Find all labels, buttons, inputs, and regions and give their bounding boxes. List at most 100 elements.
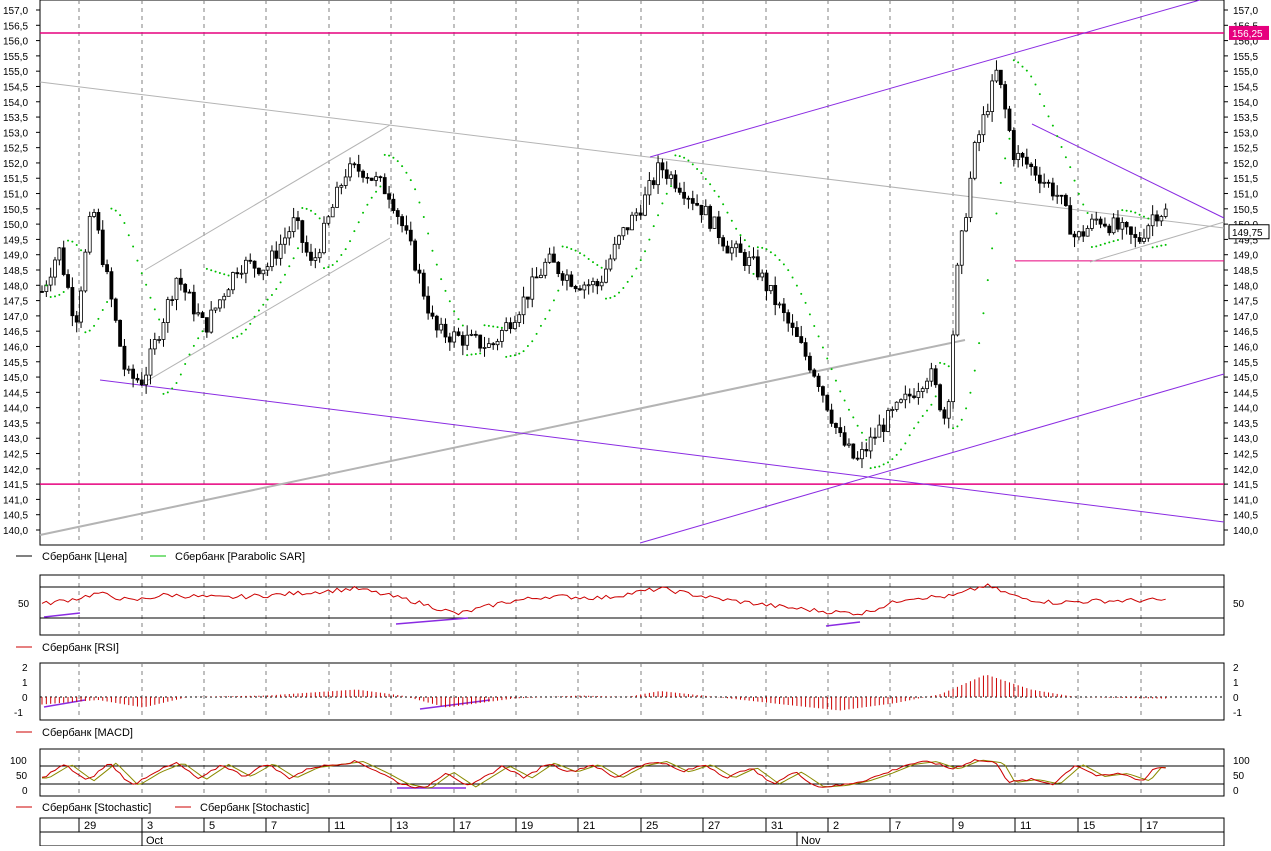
candle-body (634, 212, 639, 216)
candle-body (430, 312, 435, 317)
price-tick-label-right: 152,0 (1233, 159, 1258, 170)
candle-body (144, 374, 149, 386)
candle-body (296, 217, 300, 222)
sar-dot (84, 331, 87, 334)
candle-body (565, 274, 569, 281)
candle-body (443, 323, 448, 338)
sar-dot (999, 181, 1002, 184)
sar-dot (448, 300, 451, 303)
candle-body (1129, 226, 1133, 235)
candle-body (968, 177, 973, 218)
sar-dot (709, 183, 712, 186)
date-tick-label: 25 (646, 820, 658, 832)
indicator-lines (41, 583, 1167, 789)
sar-dot (179, 373, 182, 376)
candle-body (1063, 194, 1068, 206)
candle-body (920, 388, 925, 392)
candle-body (808, 355, 812, 371)
sar-dot (900, 448, 903, 451)
sar-dot (526, 344, 529, 347)
candle-body (1146, 225, 1151, 239)
sar-dot (952, 427, 955, 430)
price-tick-label-left: 148,0 (3, 281, 28, 292)
candle-body (916, 391, 921, 398)
candle-body (265, 266, 270, 271)
candle-body (716, 216, 721, 239)
candle-body (309, 251, 313, 261)
candle-body (1094, 218, 1099, 221)
sar-dot (323, 267, 325, 270)
date-tick-label: 11 (334, 820, 345, 832)
sar-dot (878, 465, 881, 468)
candle-body (57, 247, 62, 261)
candle-body (270, 250, 274, 268)
sar-dot (509, 355, 512, 358)
candle-body (669, 174, 673, 179)
candle-body (400, 216, 404, 227)
sar-dot (887, 461, 889, 464)
purple-falling-line (99, 379, 1225, 523)
candle-body (499, 330, 504, 342)
price-tick-label-left: 156,5 (3, 21, 28, 32)
sar-dot (696, 167, 699, 170)
price-tick-label-right: 143,5 (1233, 419, 1258, 430)
sar-dot (93, 324, 96, 327)
sar-dot (752, 272, 755, 275)
candle-body (217, 299, 222, 309)
candle-body (278, 243, 283, 259)
current-price-box (1228, 224, 1270, 240)
sar-dot (960, 418, 963, 421)
sar-dot (1051, 124, 1054, 127)
sar-dot (535, 332, 538, 335)
sar-dot (518, 352, 521, 355)
candle-body (873, 436, 877, 439)
candle-body (803, 342, 808, 357)
sar-dot (305, 207, 308, 210)
candle-body (933, 368, 938, 386)
candle-body (734, 243, 739, 249)
candle-body (53, 259, 57, 278)
sar-dot (826, 357, 829, 360)
sar-dot (1103, 242, 1106, 245)
sar-dot (1155, 245, 1158, 248)
sar-dot (574, 249, 577, 252)
sar-dot (1082, 203, 1085, 206)
candle-body (539, 274, 543, 279)
sar-dot (1090, 246, 1093, 249)
candle-body (369, 177, 374, 181)
candle-body (604, 268, 608, 283)
price-tick-label-left: 147,5 (3, 297, 28, 308)
candle-body (829, 409, 834, 424)
candle-body (998, 69, 1003, 85)
sar-dot (119, 214, 122, 217)
sar-dot (171, 387, 174, 390)
candle-body (148, 348, 153, 376)
sar-dot (405, 171, 408, 174)
candle-body (61, 247, 66, 275)
candle-body (126, 368, 131, 371)
sar-dot (357, 221, 360, 224)
sar-dot (427, 232, 430, 235)
price-tick-label-left: 152,5 (3, 144, 28, 155)
sar-dot (943, 362, 946, 365)
candle-body (591, 281, 595, 286)
sar-dot (431, 249, 434, 252)
price-tick-label-left: 157,0 (3, 6, 28, 17)
candle-body (1159, 216, 1164, 222)
sar-dot (253, 315, 256, 318)
sar-dot (1151, 246, 1154, 249)
sar-dot (62, 290, 65, 293)
sar-dot (1121, 209, 1124, 212)
axis-labels: 140,0 140,0 140,5 140,5 141,0 141,0 141,5 141,5… (3, 6, 1270, 847)
sar-dot (926, 409, 929, 412)
candle-body (378, 176, 383, 179)
macd-axis-label-right: 0 (1233, 693, 1239, 704)
candle-body (894, 401, 899, 410)
price-tick-label-left: 146,5 (3, 327, 28, 338)
sar-dot (908, 434, 911, 437)
sar-dot (153, 308, 156, 311)
candle-body (504, 322, 509, 331)
candle-body (452, 331, 457, 343)
sar-dot (409, 179, 412, 182)
candle-body (729, 247, 734, 254)
